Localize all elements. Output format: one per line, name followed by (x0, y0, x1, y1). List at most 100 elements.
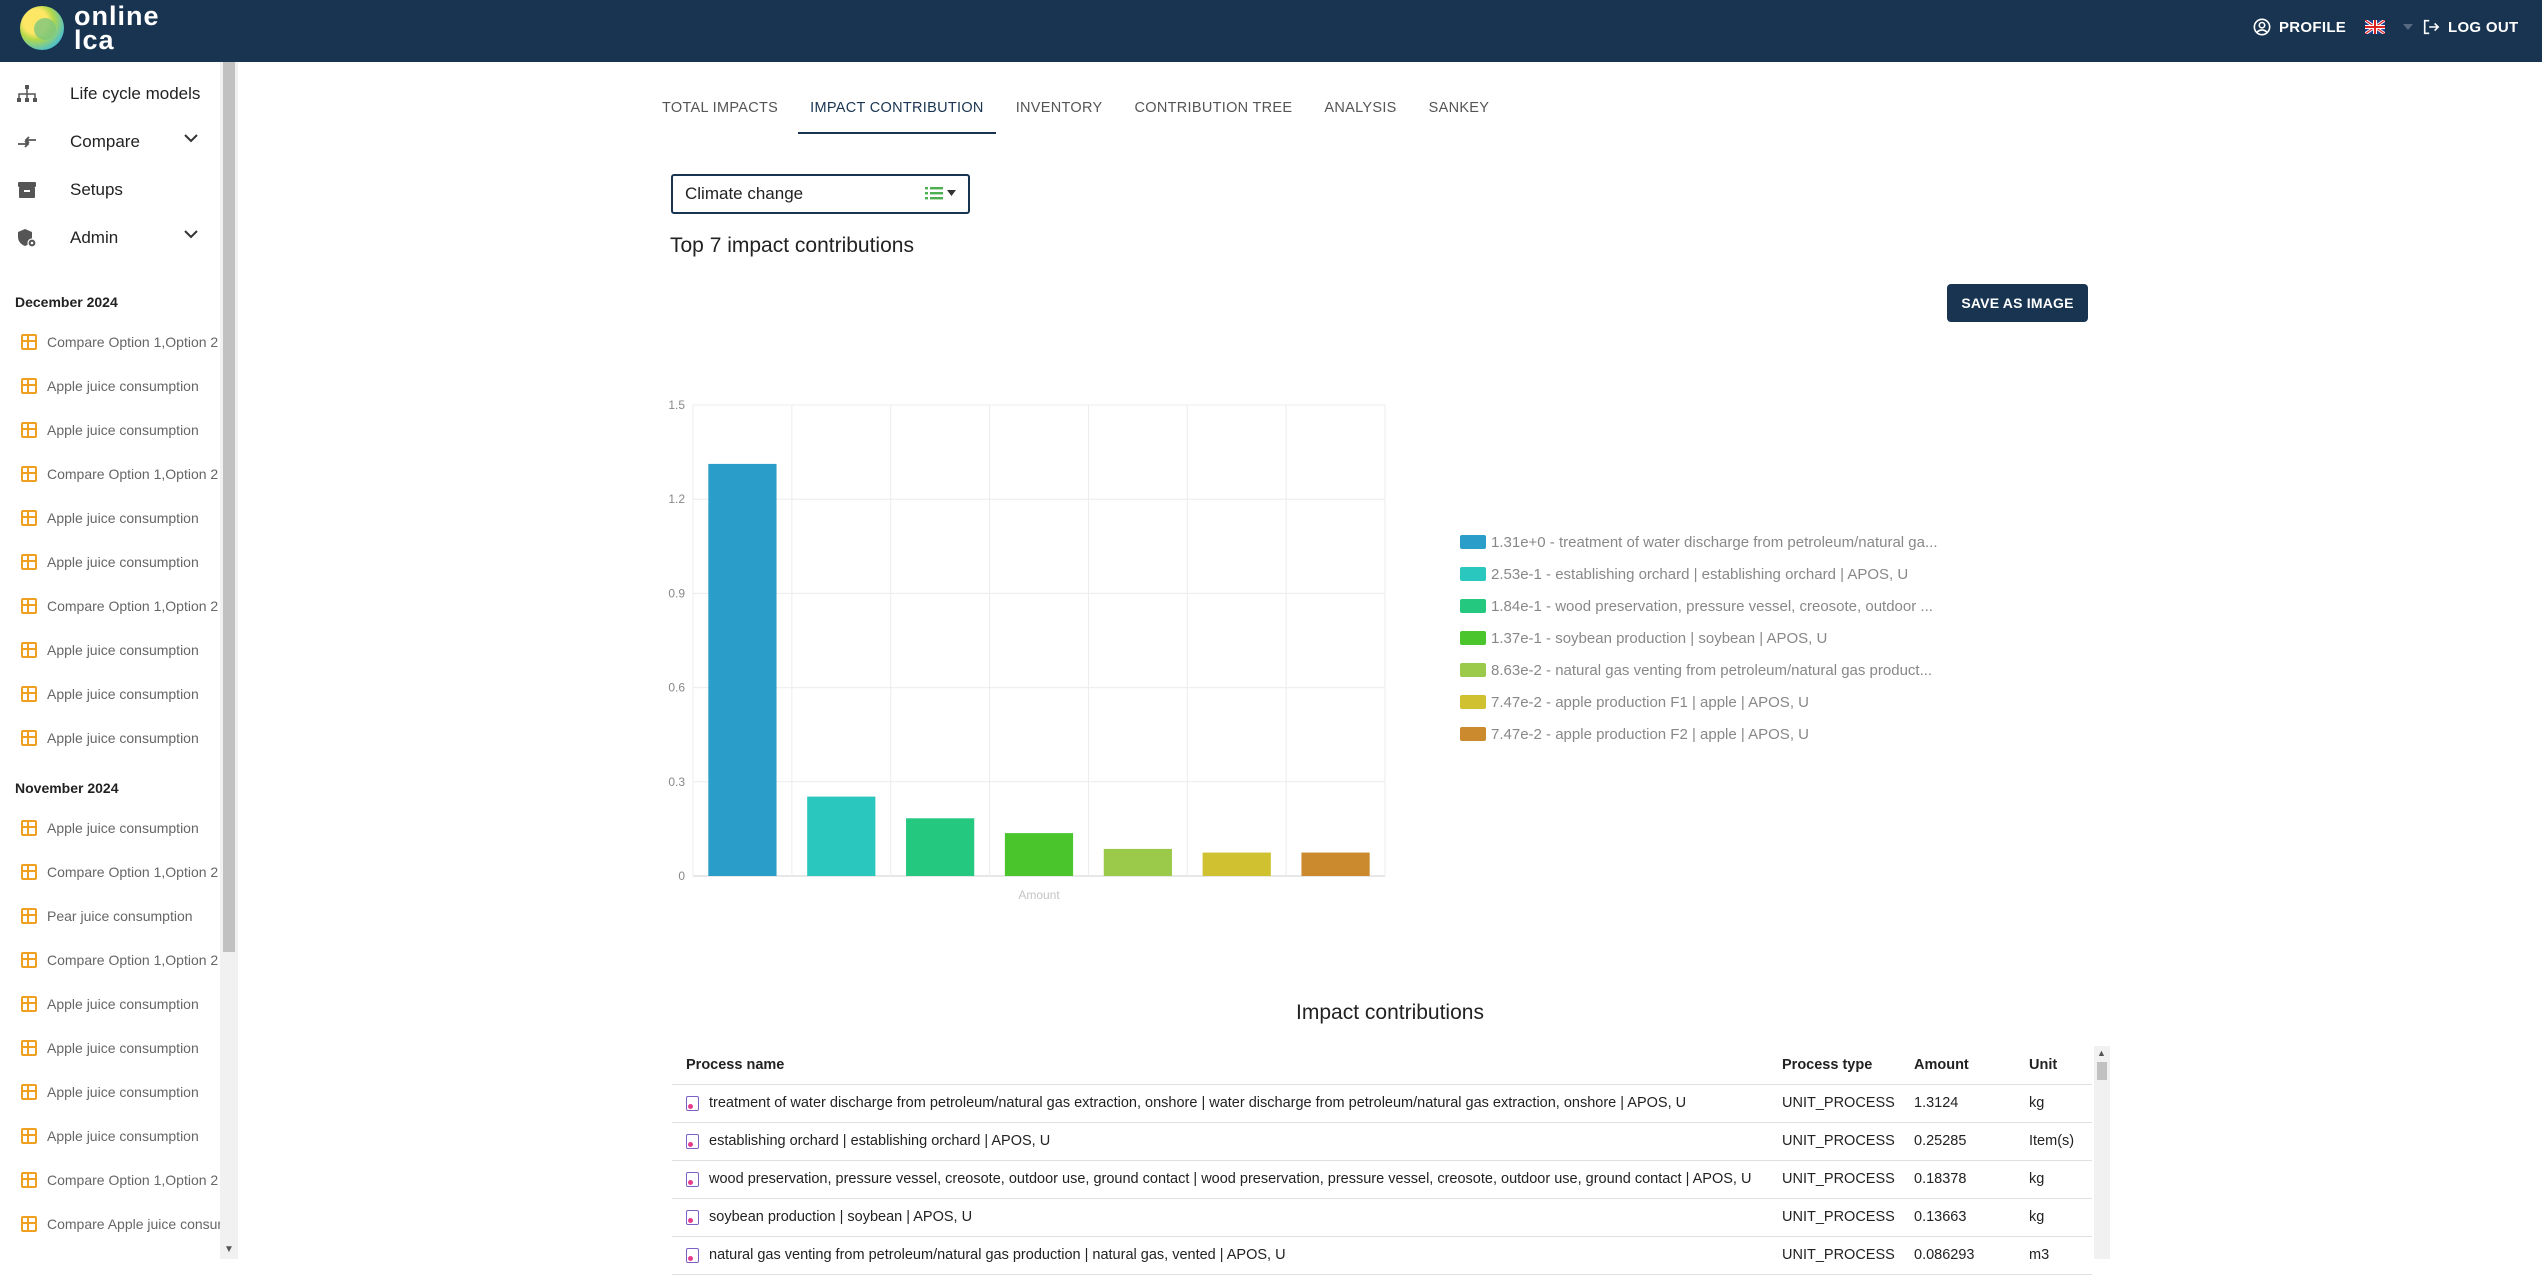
history-item[interactable]: Apple juice consumption (0, 364, 220, 408)
history-item[interactable]: Compare Option 1,Option 2 (0, 1158, 220, 1202)
scroll-up-arrow-icon[interactable]: ▲ (2097, 1048, 2106, 1058)
cell-unit: m3 (2015, 1236, 2092, 1275)
history-item[interactable]: Compare Option 1,Option 2 (0, 320, 220, 364)
cell-process-type-text: UNIT_PROCESS (1782, 1247, 1895, 1263)
history-item[interactable]: Apple juice consumption (0, 540, 220, 584)
legend-item[interactable]: 1.31e+0 - treatment of water discharge f… (1460, 526, 1937, 558)
chart-title: Top 7 impact contributions (670, 234, 914, 257)
legend-item[interactable]: 1.37e-1 - soybean production | soybean |… (1460, 622, 1937, 654)
bar[interactable] (1202, 852, 1271, 876)
process-icon (686, 1247, 699, 1263)
table-grid-icon (21, 642, 37, 658)
nav-compare[interactable]: Compare (0, 118, 220, 166)
column-header-amount[interactable]: Amount (1900, 1046, 2015, 1085)
nav-label: Setups (70, 180, 123, 199)
nav-label: Admin (70, 228, 119, 247)
table-row[interactable]: wood preservation, pressure vessel, creo… (672, 1160, 2092, 1199)
history-item[interactable]: Apple juice consumption (0, 628, 220, 672)
nav-setups[interactable]: Setups (0, 166, 220, 214)
cell-amount-text: 0.086293 (1914, 1247, 1975, 1263)
profile-button[interactable]: PROFILE (2253, 18, 2346, 36)
cell-process-name-text: natural gas venting from petroleum/natur… (709, 1247, 1286, 1263)
history-item[interactable]: Compare Option 1,Option 2 (0, 938, 220, 982)
bar[interactable] (807, 796, 876, 876)
table-grid-icon (21, 510, 37, 526)
app-logo[interactable]: online lca (20, 3, 160, 54)
legend-label: 1.37e-1 - soybean production | soybean |… (1491, 629, 1828, 647)
table-row[interactable]: treatment of water discharge from petrol… (672, 1084, 2092, 1123)
history-item-label: Compare Option 1,Option 2 (47, 952, 219, 968)
legend-label: 8.63e-2 - natural gas venting from petro… (1491, 661, 1933, 679)
scrollbar-thumb[interactable] (223, 62, 235, 952)
table-scrollbar[interactable]: ▲ (2094, 1046, 2110, 1259)
sidebar-scrollbar[interactable]: ▼ (220, 62, 238, 1259)
bar[interactable] (906, 818, 975, 876)
history-item[interactable]: Apple juice consumption (0, 716, 220, 760)
history-item[interactable]: Apple juice consumption (0, 1114, 220, 1158)
history-item[interactable]: Apple juice consumption (0, 806, 220, 850)
tab-total-impacts[interactable]: TOTAL IMPACTS (662, 100, 779, 116)
impact-category-select[interactable]: Climate change (671, 174, 970, 214)
cell-process-name: establishing orchard | establishing orch… (672, 1122, 1768, 1161)
scroll-down-arrow-icon[interactable]: ▼ (224, 1244, 234, 1255)
bar[interactable] (1301, 852, 1370, 876)
history-item[interactable]: Pear juice consumption (0, 894, 220, 938)
table-grid-icon (21, 1216, 37, 1232)
history-item[interactable]: Apple juice consumption (0, 408, 220, 452)
scrollbar-thumb[interactable] (2097, 1062, 2107, 1080)
table-grid-icon (21, 686, 37, 702)
column-header-process-type[interactable]: Process type (1768, 1046, 1900, 1085)
table-row[interactable]: natural gas venting from petroleum/natur… (672, 1236, 2092, 1275)
column-header-unit[interactable]: Unit (2015, 1046, 2092, 1085)
cell-amount: 0.25285 (1900, 1122, 2015, 1161)
cell-unit-text: Item(s) (2029, 1133, 2075, 1149)
history-month-heading: November 2024 (15, 780, 119, 796)
table-grid-icon (21, 378, 37, 394)
tab-contribution-tree[interactable]: CONTRIBUTION TREE (1134, 100, 1293, 116)
language-selector[interactable] (2365, 20, 2421, 34)
nav-life-cycle-models[interactable]: Life cycle models (0, 70, 220, 118)
y-tick-label: 1.5 (668, 398, 685, 412)
nav-label: Life cycle models (70, 84, 201, 103)
tab-analysis[interactable]: ANALYSIS (1324, 100, 1397, 116)
column-header-process-name[interactable]: Process name (672, 1046, 1768, 1085)
logout-button[interactable]: LOG OUT (2422, 18, 2518, 36)
tab-impact-contribution[interactable]: IMPACT CONTRIBUTION (798, 92, 996, 134)
table-row[interactable]: establishing orchard | establishing orch… (672, 1122, 2092, 1161)
history-item-label: Pear juice consumption (47, 908, 193, 924)
save-as-image-button[interactable]: SAVE AS IMAGE (1947, 284, 2088, 322)
history-item[interactable]: Apple juice consumption (0, 982, 220, 1026)
legend-item[interactable]: 7.47e-2 - apple production F2 | apple | … (1460, 718, 1937, 750)
tab-sankey[interactable]: SANKEY (1428, 100, 1490, 116)
history-item-label: Apple juice consumption (47, 1084, 199, 1100)
legend-item[interactable]: 7.47e-2 - apple production F1 | apple | … (1460, 686, 1937, 718)
history-item[interactable]: Apple juice consumption (0, 1026, 220, 1070)
history-item[interactable]: Apple juice consumption (0, 672, 220, 716)
history-item[interactable]: Compare Option 1,Option 2 (0, 850, 220, 894)
nav-admin[interactable]: Admin (0, 214, 220, 262)
history-item[interactable]: Compare Option 1,Option 2 (0, 584, 220, 628)
history-item[interactable]: Apple juice consumption (0, 496, 220, 540)
legend-item[interactable]: 2.53e-1 - establishing orchard | establi… (1460, 558, 1937, 590)
history-item[interactable]: Compare Apple juice consumption (0, 1202, 220, 1246)
chevron-down-icon (184, 134, 198, 143)
bar[interactable] (1004, 833, 1074, 876)
cell-process-name-text: wood preservation, pressure vessel, creo… (709, 1171, 1752, 1187)
bar[interactable] (708, 463, 777, 876)
history-item-label: Apple juice consumption (47, 642, 199, 658)
history-item[interactable]: Compare Option 1,Option 2 (0, 452, 220, 496)
tab-inventory[interactable]: INVENTORY (1015, 100, 1103, 116)
impact-bar-chart: 0 0.3 0.6 0.9 1.2 1.5 Amount (668, 398, 1386, 902)
cell-process-type: UNIT_PROCESS (1768, 1084, 1900, 1123)
y-tick-label: 1.2 (668, 492, 685, 506)
cell-unit-text: kg (2029, 1095, 2045, 1111)
table-grid-icon (21, 1172, 37, 1188)
table-row[interactable]: soybean production | soybean | APOS, U UN… (672, 1198, 2092, 1237)
logo-mark-icon (20, 6, 64, 50)
legend-item[interactable]: 8.63e-2 - natural gas venting from petro… (1460, 654, 1937, 686)
bar[interactable] (1103, 848, 1172, 876)
legend-item[interactable]: 1.84e-1 - wood preservation, pressure ve… (1460, 590, 1937, 622)
history-item[interactable]: Apple juice consumption (0, 1070, 220, 1114)
table-grid-icon (21, 820, 37, 836)
cell-amount: 0.13663 (1900, 1198, 2015, 1237)
